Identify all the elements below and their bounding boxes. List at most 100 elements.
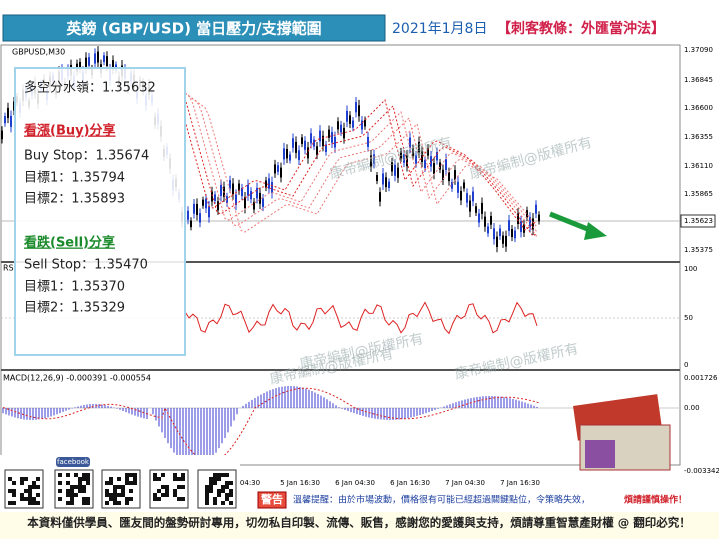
qr-cell <box>113 489 117 493</box>
x-axis-label: 7 Jan 16:30 <box>500 479 540 487</box>
candle-body <box>379 192 381 202</box>
candle-body <box>250 191 252 200</box>
x-axis-label: 7 Jan 04:30 <box>445 479 485 487</box>
qr-cell <box>8 501 12 505</box>
candle-body <box>352 120 354 128</box>
qr-cell <box>78 481 82 485</box>
qr-cell <box>58 489 62 493</box>
pivot: 多空分水嶺：1.35632 <box>24 80 156 96</box>
candle-body <box>376 175 378 182</box>
qr-cell <box>66 501 70 505</box>
qr-cell <box>129 497 133 501</box>
qr-cell <box>82 501 86 505</box>
qr-cell <box>109 477 113 481</box>
qr-cell <box>105 493 109 497</box>
qr-cell <box>165 485 169 489</box>
qr-cell <box>181 497 185 501</box>
macd-label: MACD(12,26,9) -0.000391 -0.000554 <box>3 374 151 383</box>
candle-body <box>535 204 537 214</box>
candle-body <box>106 56 108 66</box>
qr-cell <box>20 497 24 501</box>
candle-body <box>1 130 3 140</box>
qr-cell <box>28 501 32 505</box>
qr-cell <box>125 481 129 485</box>
candle-body <box>409 137 411 149</box>
candle-body <box>373 154 375 164</box>
candle-body <box>220 185 222 196</box>
candle-body <box>436 151 438 161</box>
candle-body <box>277 165 279 172</box>
qr-cell <box>133 473 137 477</box>
qr-cell <box>177 485 181 489</box>
qr-cell <box>58 497 62 501</box>
price-axis-label: 1.36110 <box>684 162 713 170</box>
candle-body <box>283 148 285 160</box>
candle-body <box>85 57 87 69</box>
date: 2021年1月8日 <box>392 21 487 37</box>
qr-cell <box>28 497 32 501</box>
qr-cell <box>58 473 62 477</box>
candle-body <box>448 172 450 182</box>
qr-cell <box>66 481 70 485</box>
candle-body <box>460 190 462 201</box>
candle-body <box>532 218 534 230</box>
qr-cell <box>161 473 165 477</box>
candle-body <box>475 206 477 213</box>
candle-body <box>334 136 336 148</box>
candle-body <box>265 180 267 188</box>
qr-cell <box>153 493 157 497</box>
qr-cell <box>78 477 82 481</box>
candle-body <box>496 236 498 248</box>
qr-cell <box>109 493 113 497</box>
candle-body <box>79 62 81 70</box>
footer-band <box>0 512 719 539</box>
candle-body <box>103 55 105 62</box>
candle-body <box>406 155 408 167</box>
qr-cell <box>213 481 217 485</box>
qr-cell <box>32 497 36 501</box>
qr-cell <box>205 485 209 489</box>
macd-axis-label: -0.003342 <box>684 467 719 475</box>
qr-cell <box>24 497 28 501</box>
candle-body <box>346 110 348 122</box>
candle-body <box>427 147 429 156</box>
candle-body <box>211 191 213 202</box>
candle-body <box>466 193 468 203</box>
qr-cell <box>82 485 86 489</box>
candle-body <box>367 136 369 147</box>
qr-cell <box>32 481 36 485</box>
candle-body <box>301 137 303 144</box>
warning-tag-text: 警告 <box>260 492 283 506</box>
money-image <box>573 394 671 471</box>
facebook-label: facebook <box>57 458 90 466</box>
candle-body <box>439 162 441 170</box>
candle-body <box>445 159 447 171</box>
qr-cell <box>181 473 185 477</box>
candle-body <box>430 156 432 167</box>
qr-cell <box>205 497 209 501</box>
qr-cell <box>8 489 12 493</box>
candle-body <box>307 147 309 159</box>
candle-body <box>235 194 237 205</box>
candle-body <box>502 235 504 244</box>
qr-cell <box>161 493 165 497</box>
price-axis-label: 1.35375 <box>684 246 713 254</box>
qr-codes <box>4 469 237 509</box>
candle-body <box>472 191 474 202</box>
price-axis-label: 1.37090 <box>684 46 713 54</box>
candle-body <box>322 135 324 147</box>
arrow-head <box>584 222 607 240</box>
sell-stop: Sell Stop：1.35470 <box>24 258 148 273</box>
x-axis-label: 6 Jan 04:30 <box>335 479 375 487</box>
qr-cell <box>165 493 169 497</box>
candle-body <box>241 187 243 197</box>
candle-body <box>4 116 6 124</box>
candle-body <box>343 127 345 139</box>
macd-axis-label: 0.00 <box>684 404 700 412</box>
qr-cell <box>229 493 233 497</box>
qr-cell <box>82 473 86 477</box>
price-axis-label: 1.35865 <box>684 190 713 198</box>
qr-cell <box>117 485 121 489</box>
qr-cell <box>165 489 169 493</box>
candle-body <box>256 187 258 199</box>
